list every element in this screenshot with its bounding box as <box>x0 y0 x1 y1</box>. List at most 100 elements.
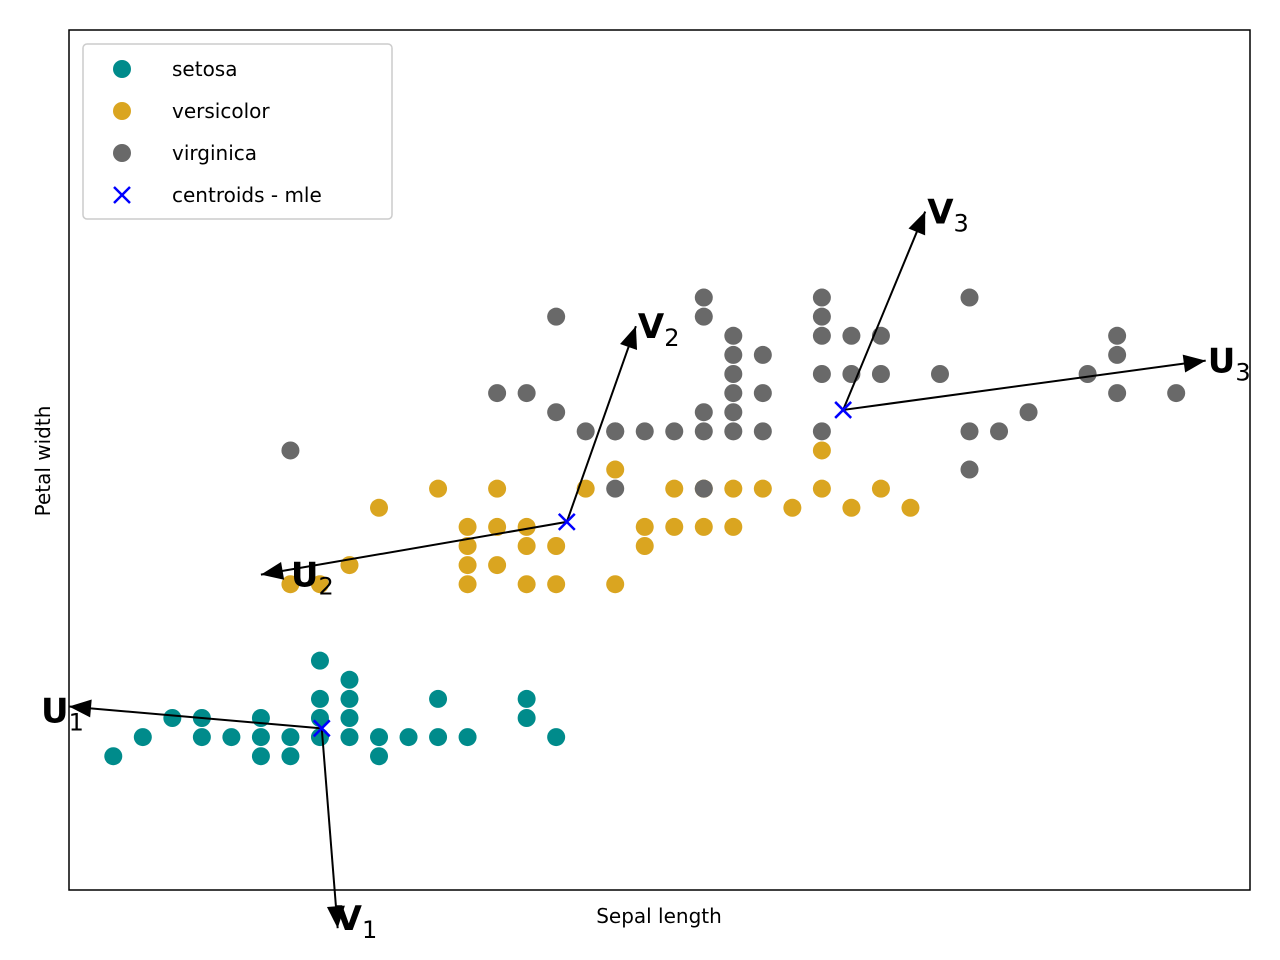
point-versicolor <box>783 498 802 517</box>
point-virginica <box>694 307 713 326</box>
point-setosa <box>340 709 359 727</box>
point-setosa <box>222 728 241 747</box>
point-setosa <box>370 728 389 747</box>
point-setosa <box>517 689 536 708</box>
point-virginica <box>812 365 831 383</box>
vector-label: U3 <box>1208 342 1251 387</box>
point-versicolor <box>488 479 507 498</box>
vector-shaft <box>68 705 322 730</box>
point-versicolor <box>458 575 477 594</box>
vector-arrowhead <box>908 211 926 236</box>
point-setosa <box>340 670 359 689</box>
point-virginica <box>812 326 831 345</box>
point-setosa <box>281 747 300 766</box>
point-setosa <box>370 747 389 766</box>
point-virginica <box>724 365 743 383</box>
point-versicolor <box>871 479 890 498</box>
vector-arrowhead <box>1182 354 1206 373</box>
legend: setosa versicolor virginica centroids - … <box>82 43 393 220</box>
point-virginica <box>724 384 743 403</box>
point-virginica <box>635 422 654 441</box>
point-virginica <box>960 422 979 441</box>
point-versicolor <box>517 575 536 594</box>
point-setosa <box>251 747 270 766</box>
point-versicolor <box>901 498 920 517</box>
point-virginica <box>1108 384 1127 403</box>
point-setosa <box>340 689 359 708</box>
point-virginica <box>694 422 713 441</box>
point-virginica <box>724 403 743 422</box>
point-virginica <box>724 345 743 364</box>
point-versicolor <box>724 479 743 498</box>
vector-shaft <box>260 520 567 576</box>
vector-v1: V1 <box>320 728 377 944</box>
point-virginica <box>694 288 713 307</box>
point-versicolor <box>724 517 743 536</box>
point-versicolor <box>517 517 536 536</box>
point-setosa <box>163 709 182 727</box>
point-virginica <box>1078 365 1097 383</box>
point-setosa <box>399 728 418 747</box>
y-axis-label: Petal width <box>31 406 55 517</box>
vector-arrowhead <box>326 905 345 929</box>
point-setosa <box>340 728 359 747</box>
vector-arrowhead <box>69 699 92 718</box>
point-versicolor <box>606 460 625 479</box>
point-versicolor <box>547 537 566 555</box>
point-virginica <box>871 365 890 383</box>
vector-label: V2 <box>638 307 680 352</box>
point-setosa <box>429 728 448 747</box>
point-versicolor <box>310 575 329 594</box>
legend-box <box>82 43 393 220</box>
vector-v2: V2 <box>565 307 680 523</box>
point-versicolor <box>281 575 300 594</box>
vector-shaft <box>320 728 339 929</box>
legend-marker-versicolor <box>113 102 131 120</box>
point-setosa <box>547 728 566 747</box>
legend-label-setosa: setosa <box>172 57 237 81</box>
point-virginica <box>1108 326 1127 345</box>
point-setosa <box>458 728 477 747</box>
point-versicolor <box>488 556 507 575</box>
vector-label: U2 <box>291 556 334 601</box>
vector-shaft <box>843 359 1206 411</box>
point-versicolor <box>370 498 389 517</box>
point-virginica <box>812 422 831 441</box>
point-virginica <box>960 460 979 479</box>
point-setosa <box>517 709 536 727</box>
point-versicolor <box>458 556 477 575</box>
point-virginica <box>753 384 772 403</box>
point-virginica <box>517 384 536 403</box>
legend-marker-centroids <box>113 186 131 204</box>
legend-marker-virginica <box>113 144 131 162</box>
legend-label-centroids: centroids - mle <box>172 183 322 207</box>
point-virginica <box>1108 345 1127 364</box>
point-versicolor <box>753 479 772 498</box>
point-virginica <box>606 422 625 441</box>
point-virginica <box>1019 403 1038 422</box>
legend-marker-setosa <box>113 60 131 78</box>
point-versicolor <box>547 575 566 594</box>
point-versicolor <box>429 479 448 498</box>
point-versicolor <box>517 537 536 555</box>
vector-shaft <box>842 211 927 411</box>
vector-v3: V3 <box>842 193 969 411</box>
point-virginica <box>576 422 595 441</box>
point-virginica <box>753 422 772 441</box>
point-virginica <box>1167 384 1186 403</box>
legend-label-versicolor: versicolor <box>172 99 270 123</box>
centroids-layer <box>312 401 853 738</box>
x-axis-label: Sepal length <box>596 904 722 928</box>
point-virginica <box>753 345 772 364</box>
point-virginica <box>842 326 861 345</box>
point-versicolor <box>665 479 684 498</box>
point-versicolor <box>488 517 507 536</box>
vector-u3: U3 <box>843 342 1251 411</box>
point-versicolor <box>576 479 595 498</box>
point-virginica <box>547 403 566 422</box>
point-versicolor <box>606 575 625 594</box>
point-virginica <box>488 384 507 403</box>
point-virginica <box>930 365 949 383</box>
point-setosa <box>133 728 152 747</box>
point-setosa <box>429 689 448 708</box>
